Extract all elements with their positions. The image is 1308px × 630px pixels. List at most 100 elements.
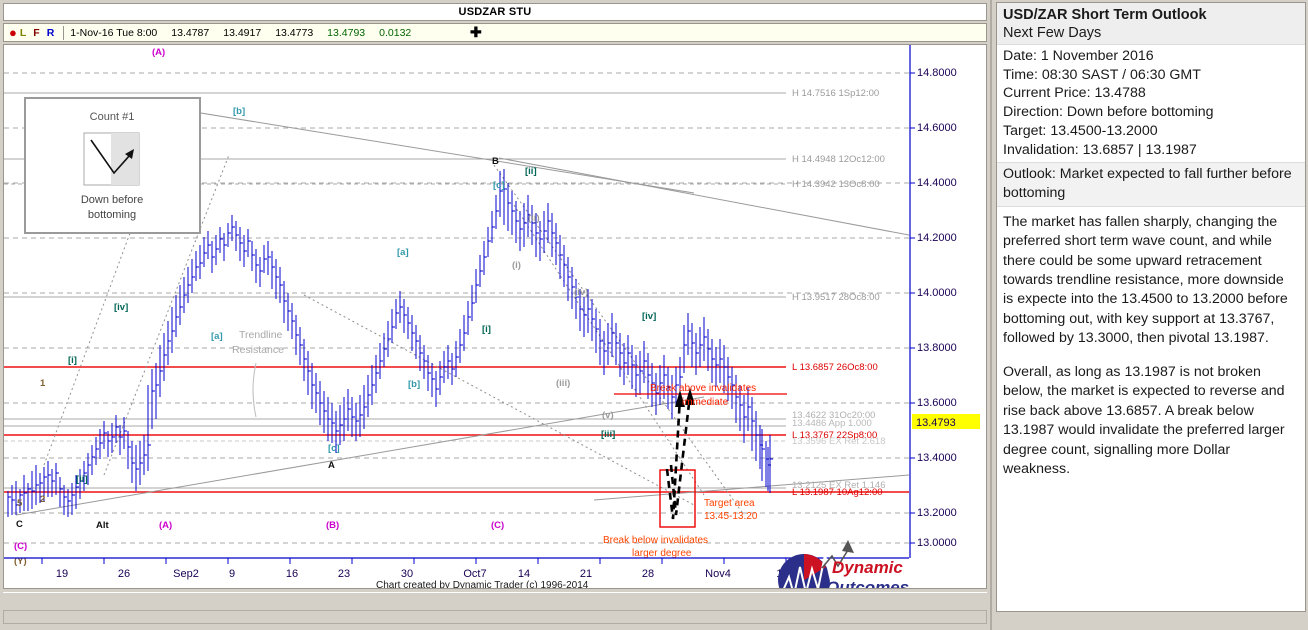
annotation-trendline-line2: Resistance	[232, 344, 284, 356]
quote-toolbar[interactable]: ● L F R 1-Nov-16 Tue 8:00 13.4787 13.491…	[3, 23, 987, 42]
outlook-summary: Outlook: Market expected to fall further…	[997, 161, 1305, 207]
price-level-lines	[4, 92, 909, 493]
flag-r-button[interactable]: R	[46, 26, 55, 39]
xtick-9: 9	[229, 568, 235, 580]
wave-label-C-paren: (C)	[14, 541, 27, 552]
ytick-14-2000: 14.2000	[917, 232, 957, 244]
wave-label-b-br-mid: [b]	[408, 379, 420, 390]
trendlines	[15, 102, 910, 516]
legend-title: Count #1	[90, 111, 135, 123]
wave-label-iv-br-right: [iv]	[642, 311, 656, 322]
quote-high: 13.4917	[223, 26, 262, 39]
annotation-break-above-line1: Break above invalidates	[650, 383, 756, 394]
price-level-labels: H 14.7516 1Sp12:00 H 14.4948 12Oc12:00 H…	[792, 88, 886, 498]
level-label-14-7516: H 14.7516 1Sp12:00	[792, 88, 879, 99]
price-chart-svg[interactable]: H 14.7516 1Sp12:00 H 14.4948 12Oc12:00 H…	[4, 45, 986, 588]
quote-datetime: 1-Nov-16 Tue 8:00	[70, 26, 158, 39]
price-bars	[7, 169, 773, 517]
chart-credit: Chart created by Dynamic Trader (c) 1996…	[376, 580, 589, 588]
wave-label-1: 1	[40, 378, 46, 389]
quote-close: 13.4793	[327, 26, 366, 39]
wave-label-i-br-right: [i]	[482, 324, 491, 335]
annotation-trendline-line1: Trendline	[239, 329, 283, 341]
wave-label-C: C	[16, 519, 23, 530]
level-label-13-4622: 13.4622 31Oc20:00	[792, 410, 875, 421]
wave-label-Y-paren: (Y)	[14, 556, 27, 567]
xtick-23: 23	[338, 568, 350, 580]
trendline-pointer-curve	[252, 362, 257, 418]
outlook-facts: Date: 1 November 2016 Time: 08:30 SAST /…	[997, 45, 1305, 162]
outlook-summary-text: Outlook: Market expected to fall further…	[1003, 165, 1292, 201]
ytick-13-6000: 13.6000	[917, 397, 957, 409]
ytick-13-4000: 13.4000	[917, 452, 957, 464]
annotation-break-below-line1: Break below invalidates	[603, 535, 708, 546]
wave-label-c-br-top: [c]	[493, 180, 505, 191]
annotation-target-area-line2: 13.45-13.20	[704, 511, 758, 522]
chart-statusbar	[3, 592, 987, 606]
trendline-upper-descending	[138, 102, 695, 194]
projected-path-arrowheads	[675, 388, 695, 407]
xtick-30: 30	[401, 568, 413, 580]
outlook-panel: USD/ZAR Short Term Outlook Next Few Days…	[996, 2, 1306, 612]
xtick-19: 19	[56, 568, 68, 580]
plus-icon[interactable]: ✚	[470, 24, 482, 40]
fact-direction: Direction: Down before bottoming	[1003, 104, 1214, 121]
trendline-lower-ascending	[15, 396, 705, 516]
wave-label-iv-paren: (iv)	[574, 287, 588, 298]
outlook-body: The market has fallen sharply, changing …	[997, 207, 1305, 480]
chart-titlebar: USDZAR STU	[3, 3, 987, 21]
wave-label-C-paren-mid: (C)	[491, 520, 504, 531]
chart-plot-area[interactable]: H 14.7516 1Sp12:00 H 14.4948 12Oc12:00 H…	[3, 44, 987, 589]
fact-date: Date: 1 November 2016	[1003, 47, 1154, 64]
chart-window-title: USDZAR STU	[458, 6, 532, 18]
flag-f-button[interactable]: F	[33, 26, 40, 39]
legend-caption-line1: Down before	[81, 194, 143, 206]
flag-l-button[interactable]: L	[19, 26, 27, 39]
horizontal-scrollbar[interactable]	[3, 610, 987, 624]
outlook-subtitle: Next Few Days	[1003, 25, 1102, 42]
wave-label-ii-paren: (ii)	[528, 213, 540, 224]
legend-icon-shade	[111, 133, 139, 185]
xtick-16: 16	[286, 568, 298, 580]
outlook-header: USD/ZAR Short Term Outlook Next Few Days	[997, 3, 1305, 45]
outlook-paragraph-2: Overall, as long as 13.1987 is not broke…	[1003, 363, 1285, 478]
chart-window: USDZAR STU ● L F R 1-Nov-16 Tue 8:00 13.…	[3, 0, 992, 630]
ytick-13-2000: 13.2000	[917, 507, 957, 519]
annotation-target-area-line1: Target area	[704, 498, 755, 509]
ytick-14-8000: 14.8000	[917, 67, 957, 79]
fact-time: Time: 08:30 SAST / 06:30 GMT	[1003, 66, 1201, 83]
level-label-13-3767: L 13.3767 22Sp8:00	[792, 430, 877, 441]
count-legend-box[interactable]: Count #1 Down before bottoming	[24, 97, 201, 234]
xtick-28: 28	[642, 568, 654, 580]
level-label-13-4486: 13.4486 App 1.000	[792, 418, 872, 429]
fact-target: Target: 13.4500-13.2000	[1003, 123, 1158, 140]
trendline-dotted-4	[513, 204, 705, 496]
down-then-up-arrow-icon	[90, 139, 131, 175]
wave-label-2: 2	[40, 494, 45, 505]
wave-label-a-br-mid: [a]	[397, 247, 409, 258]
logo-word-dynamic: Dynamic	[832, 558, 903, 577]
level-label-14-3942: H 14.3942 13Oc8:00	[792, 179, 880, 190]
quote-change: 0.0132	[379, 26, 412, 39]
date-axis-labels: 19 26 Sep2 9 16 23 30 Oct7 14 21 28 Nov4…	[56, 568, 788, 580]
outlook-paragraph-1: The market has fallen sharply, changing …	[1003, 213, 1288, 347]
quote-open: 13.4787	[171, 26, 210, 39]
annotation-break-below-line2: larger degree	[632, 548, 692, 559]
xtick-oct7: Oct7	[463, 568, 486, 580]
level-label-13-3596: 13.3596 EX Ret 2.618	[792, 436, 886, 447]
quote-low: 13.4773	[275, 26, 314, 39]
dynamic-outcomes-logo: Dynamic Outcomes Take control of tomorro…	[778, 540, 909, 588]
wave-label-ii-paren-sm: [ii]	[525, 166, 537, 177]
trendline-channel-a	[498, 157, 910, 236]
wave-label-i-paren: (i)	[512, 260, 521, 271]
xtick-nov4: Nov4	[705, 568, 731, 580]
annotation-break-above-line2: immediate	[682, 397, 729, 408]
xtick-21: 21	[580, 568, 592, 580]
wave-label-B-paren: (B)	[326, 520, 339, 531]
legend-arrowhead	[125, 149, 134, 159]
ytick-14-4000: 14.4000	[917, 177, 957, 189]
wave-label-iii-br-right: [iii]	[601, 429, 615, 440]
current-price-tag-bg	[912, 414, 980, 429]
wave-label-b-br: [b]	[233, 106, 245, 117]
logo-word-outcomes: Outcomes	[826, 578, 909, 588]
